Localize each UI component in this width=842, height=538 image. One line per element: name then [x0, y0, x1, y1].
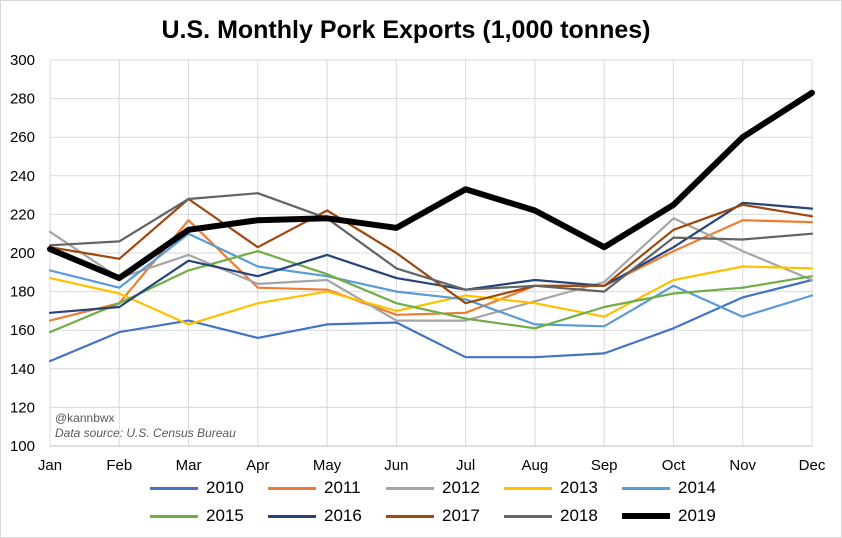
- legend-swatch: [504, 514, 552, 518]
- y-tick-label: 260: [10, 129, 35, 146]
- chart-annotations: @kannbwx Data source: U.S. Census Bureau: [55, 411, 236, 441]
- legend-row: 2015 2016 2017 2018 2019: [150, 506, 740, 526]
- legend-item-2013: 2013: [504, 478, 622, 498]
- legend-label: 2016: [324, 506, 362, 525]
- x-tick-label: Dec: [799, 457, 826, 474]
- legend-swatch: [268, 486, 316, 490]
- series-line-2013: [48, 265, 814, 326]
- series-line-2011: [48, 219, 814, 322]
- legend-swatch: [386, 514, 434, 518]
- series-line-2012: [48, 217, 814, 322]
- legend-item-2017: 2017: [386, 506, 504, 526]
- legend-swatch: [386, 486, 434, 490]
- x-tick-label: Mar: [176, 457, 202, 474]
- series-line-2015: [48, 250, 814, 334]
- x-tick-label: Nov: [729, 457, 756, 474]
- legend-label: 2011: [324, 478, 361, 497]
- y-tick-label: 200: [10, 245, 35, 262]
- y-tick-label: 160: [10, 322, 35, 339]
- x-tick-label: May: [313, 457, 342, 474]
- legend-swatch: [622, 486, 670, 490]
- legend-item-2015: 2015: [150, 506, 268, 526]
- legend-row: 2010 2011 2012 2013 2014: [150, 478, 740, 498]
- legend-item-2019: 2019: [622, 506, 740, 526]
- series-line-2014: [48, 232, 814, 328]
- legend-label: 2012: [442, 478, 480, 497]
- y-tick-label: 300: [10, 52, 35, 69]
- y-tick-label: 220: [10, 206, 35, 223]
- y-tick-label: 280: [10, 91, 35, 108]
- author-handle: @kannbwx: [55, 411, 115, 425]
- series-line-2018: [48, 192, 814, 293]
- legend-item-2011: 2011: [268, 478, 386, 498]
- chart-title: U.S. Monthly Pork Exports (1,000 tonnes): [161, 16, 651, 44]
- x-tick-label: Jan: [38, 457, 62, 474]
- legend-item-2018: 2018: [504, 506, 622, 526]
- legend-swatch: [622, 513, 670, 519]
- legend-label: 2019: [678, 506, 716, 525]
- y-tick-label: 240: [10, 168, 35, 185]
- x-tick-label: Apr: [246, 457, 269, 474]
- legend-item-2014: 2014: [622, 478, 740, 498]
- legend-swatch: [150, 514, 198, 518]
- x-tick-label: Sep: [591, 457, 618, 474]
- legend-label: 2010: [206, 478, 244, 497]
- legend-swatch: [268, 514, 316, 518]
- y-tick-label: 180: [10, 284, 35, 301]
- x-tick-label: Jul: [456, 457, 475, 474]
- legend-item-2016: 2016: [268, 506, 386, 526]
- x-tick-label: Aug: [522, 457, 549, 474]
- legend-label: 2015: [206, 506, 244, 525]
- legend-item-2012: 2012: [386, 478, 504, 498]
- series-line-2019: [47, 89, 815, 282]
- y-tick-label: 100: [10, 438, 35, 455]
- x-tick-label: Feb: [106, 457, 132, 474]
- legend-swatch: [504, 486, 552, 490]
- legend-label: 2013: [560, 478, 598, 497]
- legend-item-2010: 2010: [150, 478, 268, 498]
- series-line-2010: [48, 278, 814, 363]
- x-tick-label: Jun: [384, 457, 408, 474]
- legend-swatch: [150, 486, 198, 490]
- y-tick-label: 120: [10, 399, 35, 416]
- x-tick-label: Oct: [662, 457, 686, 474]
- series-line-2016: [48, 201, 814, 314]
- legend-label: 2014: [678, 478, 716, 497]
- legend-label: 2017: [442, 506, 480, 525]
- data-source-note: Data source: U.S. Census Bureau: [55, 426, 236, 440]
- y-tick-label: 140: [10, 361, 35, 378]
- legend-label: 2018: [560, 506, 598, 525]
